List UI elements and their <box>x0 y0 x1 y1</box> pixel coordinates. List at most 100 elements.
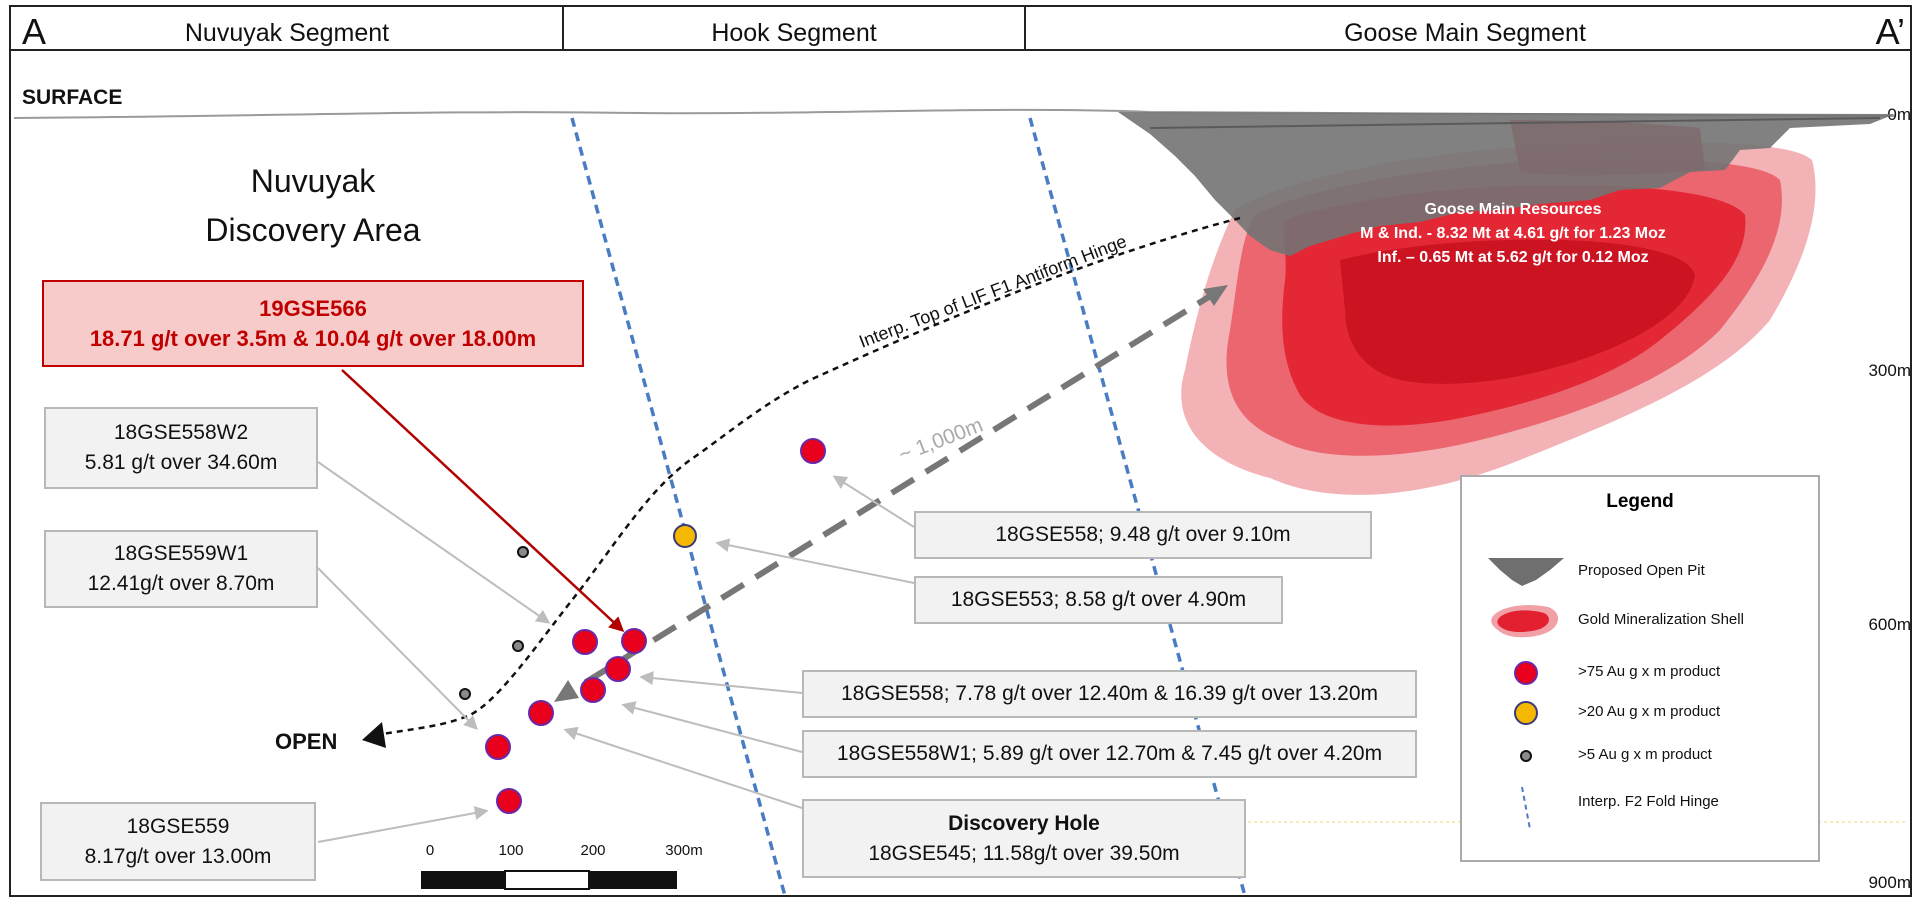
f2-fold-hinge-hook-east <box>1028 117 1247 897</box>
highlight-hole-result: 18.71 g/t over 3.5m & 10.04 g/t over 18.… <box>89 325 537 351</box>
result-hole-name: 18GSE558W2 <box>113 421 249 444</box>
trend-arrowhead-down-icon <box>554 680 579 702</box>
leader-line <box>639 671 803 694</box>
result-text: 18GSE558; 7.78 g/t over 12.40m & 16.39 g… <box>840 682 1378 705</box>
depth-label-300m: 300m <box>1868 361 1911 380</box>
leader-line <box>621 701 803 753</box>
segment-label-nuvuyak: Nuvuyak Segment <box>185 19 389 47</box>
scale-tick-200: 200 <box>580 842 605 859</box>
scale-bar: 0 100 200 300m <box>421 842 703 890</box>
trend-arrowhead-up-icon <box>1203 285 1228 306</box>
scale-tick-0: 0 <box>426 842 434 859</box>
result-grade: 8.17g/t over 13.00m <box>84 844 272 868</box>
resources-title: Goose Main Resources <box>1425 201 1602 218</box>
small-grey-circle-icon <box>1520 750 1532 762</box>
area-title-line1: Nuvuyak <box>251 163 377 199</box>
open-arrowhead-icon <box>362 722 386 748</box>
intercept-red <box>605 656 631 682</box>
intercept-small <box>512 640 524 652</box>
result-box-18gse559w1: 18GSE559W1 12.41g/t over 8.70m <box>44 530 318 608</box>
open-label: OPEN <box>275 729 337 754</box>
depth-label-0m: 0m <box>1887 105 1911 124</box>
depth-label-600m: 600m <box>1868 615 1911 634</box>
intercept-red <box>800 438 826 464</box>
intercept-red <box>485 734 511 760</box>
distance-label: ~ 1,000m <box>896 414 987 467</box>
area-title-line2: Discovery Area <box>205 212 420 248</box>
legend-item-red-circle: >75 Au g x m product <box>1462 653 1818 693</box>
result-box-18gse558: 18GSE558; 9.48 g/t over 9.10m <box>914 511 1372 559</box>
leader-line <box>832 475 915 528</box>
figure-frame <box>9 5 1912 897</box>
mineralization-trend-line <box>563 287 1222 698</box>
intercept-red <box>621 628 647 654</box>
resources-inferred: Inf. – 0.65 Mt at 5.62 g/t for 0.12 Moz <box>1377 249 1648 266</box>
highlight-hole-name: 19GSE566 <box>259 295 367 321</box>
open-pit-icon <box>1488 558 1564 586</box>
result-text: 18GSE558; 9.48 g/t over 9.10m <box>995 523 1291 546</box>
legend-label: >75 Au g x m product <box>1578 663 1721 680</box>
mineralization-shell-icon <box>1491 605 1559 638</box>
intercept-red <box>580 677 606 703</box>
result-box-18gse559: 18GSE559 8.17g/t over 13.00m <box>40 802 316 881</box>
scale-tick-300m: 300m <box>665 842 703 859</box>
intercept-small <box>517 546 529 558</box>
leader-line <box>317 461 551 624</box>
leader-line <box>317 806 489 843</box>
blue-dashed-line-icon <box>1521 786 1531 830</box>
result-grade: 5.81 g/t over 34.60m <box>84 451 278 474</box>
leader-line <box>317 567 478 730</box>
segment-label-hook: Hook Segment <box>711 19 876 47</box>
highlight-callout-19gse566: 19GSE566 18.71 g/t over 3.5m & 10.04 g/t… <box>42 280 584 367</box>
leader-line <box>563 726 803 809</box>
surface-label: SURFACE <box>22 86 122 109</box>
intercept-small <box>459 688 471 700</box>
legend-label: Gold Mineralization Shell <box>1578 611 1744 628</box>
intercept-red <box>528 700 554 726</box>
result-hole-name: 18GSE559W1 <box>113 542 249 565</box>
scale-tick-100: 100 <box>498 842 523 859</box>
result-box-18gse558-multi: 18GSE558; 7.78 g/t over 12.40m & 16.39 g… <box>802 670 1417 718</box>
intercept-yellow <box>673 524 697 548</box>
surface-line <box>13 108 1896 119</box>
red-circle-icon <box>1514 661 1538 685</box>
legend-label: >20 Au g x m product <box>1578 703 1721 720</box>
legend-title: Legend <box>1606 491 1674 512</box>
legend-label: >5 Au g x m product <box>1578 746 1712 763</box>
result-box-18gse553: 18GSE553; 8.58 g/t over 4.90m <box>914 576 1283 624</box>
legend-label: Interp. F2 Fold Hinge <box>1578 793 1719 810</box>
legend-item-small-circle: >5 Au g x m product <box>1462 736 1818 776</box>
resources-measured-indicated: M & Ind. - 8.32 Mt at 4.61 g/t for 1.23 … <box>1360 225 1666 242</box>
drill-intercepts <box>459 438 826 814</box>
pit-rim <box>1149 117 1881 129</box>
f2-fold-hinge-hook-west <box>570 117 787 897</box>
legend-item-mineralization-shell: Gold Mineralization Shell <box>1462 601 1818 641</box>
section-end-marker: A’ <box>1876 11 1905 52</box>
legend-item-yellow-circle: >20 Au g x m product <box>1462 693 1818 733</box>
legend-item-open-pit: Proposed Open Pit <box>1462 552 1818 592</box>
lif-f1-antiform-hinge <box>371 216 1241 738</box>
result-grade: 12.41g/t over 8.70m <box>87 572 275 595</box>
result-text: 18GSE558W1; 5.89 g/t over 12.70m & 7.45 … <box>836 742 1383 765</box>
result-hole-name: 18GSE559 <box>126 814 230 838</box>
result-box-discovery-hole: Discovery Hole 18GSE545; 11.58g/t over 3… <box>802 799 1246 878</box>
depth-label-900m: 900m <box>1868 873 1911 892</box>
leader-line <box>715 538 915 584</box>
legend: Legend Proposed Open Pit Gold Mineraliza… <box>1460 475 1820 862</box>
segment-label-goose-main: Goose Main Segment <box>1344 19 1586 47</box>
legend-label: Proposed Open Pit <box>1578 562 1705 579</box>
intercept-red <box>496 788 522 814</box>
highlight-leader-line <box>341 369 625 633</box>
hinge-label: Interp. Top of LIF F1 Antiform Hinge <box>856 231 1129 352</box>
legend-item-fold-hinge: Interp. F2 Fold Hinge <box>1462 783 1818 833</box>
result-text: 18GSE553; 8.58 g/t over 4.90m <box>950 588 1247 611</box>
result-text: 18GSE545; 11.58g/t over 39.50m <box>868 841 1180 865</box>
result-box-18gse558w2: 18GSE558W2 5.81 g/t over 34.60m <box>44 407 318 489</box>
result-box-18gse558w1: 18GSE558W1; 5.89 g/t over 12.70m & 7.45 … <box>802 730 1417 778</box>
proposed-open-pit <box>1118 112 1895 256</box>
section-start-marker: A <box>22 11 46 52</box>
discovery-hole-title: Discovery Hole <box>948 811 1100 835</box>
intercept-red <box>572 629 598 655</box>
